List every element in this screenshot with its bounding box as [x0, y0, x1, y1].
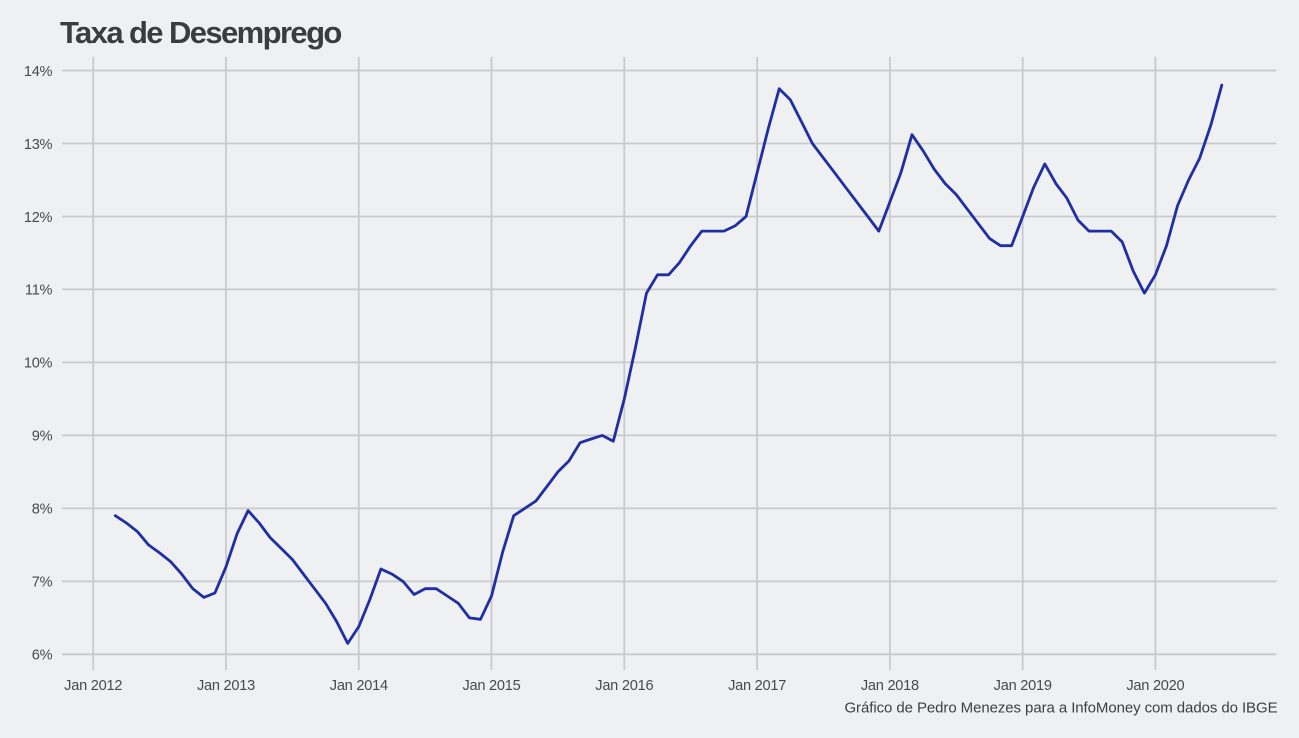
svg-text:Jan 2016: Jan 2016	[595, 678, 653, 694]
svg-text:Jan 2015: Jan 2015	[462, 678, 520, 694]
svg-text:14%: 14%	[24, 64, 53, 80]
svg-text:Taxa de Desemprego: Taxa de Desemprego	[60, 15, 341, 50]
svg-text:Jan 2020: Jan 2020	[1126, 678, 1184, 694]
svg-text:11%: 11%	[25, 283, 53, 299]
svg-text:Jan 2019: Jan 2019	[994, 678, 1052, 694]
svg-text:9%: 9%	[32, 429, 53, 445]
svg-text:6%: 6%	[32, 648, 53, 664]
svg-text:Jan 2013: Jan 2013	[197, 678, 255, 694]
svg-text:10%: 10%	[24, 356, 53, 372]
svg-text:Jan 2017: Jan 2017	[728, 678, 786, 694]
svg-text:Jan 2014: Jan 2014	[330, 678, 388, 694]
svg-text:Gráfico de Pedro Menezes para: Gráfico de Pedro Menezes para a InfoMone…	[844, 700, 1277, 717]
svg-text:Jan 2018: Jan 2018	[861, 678, 919, 694]
svg-text:12%: 12%	[24, 210, 53, 226]
svg-text:7%: 7%	[32, 575, 53, 591]
svg-text:8%: 8%	[32, 502, 53, 518]
svg-text:Jan 2012: Jan 2012	[64, 678, 122, 694]
svg-text:13%: 13%	[24, 137, 53, 153]
